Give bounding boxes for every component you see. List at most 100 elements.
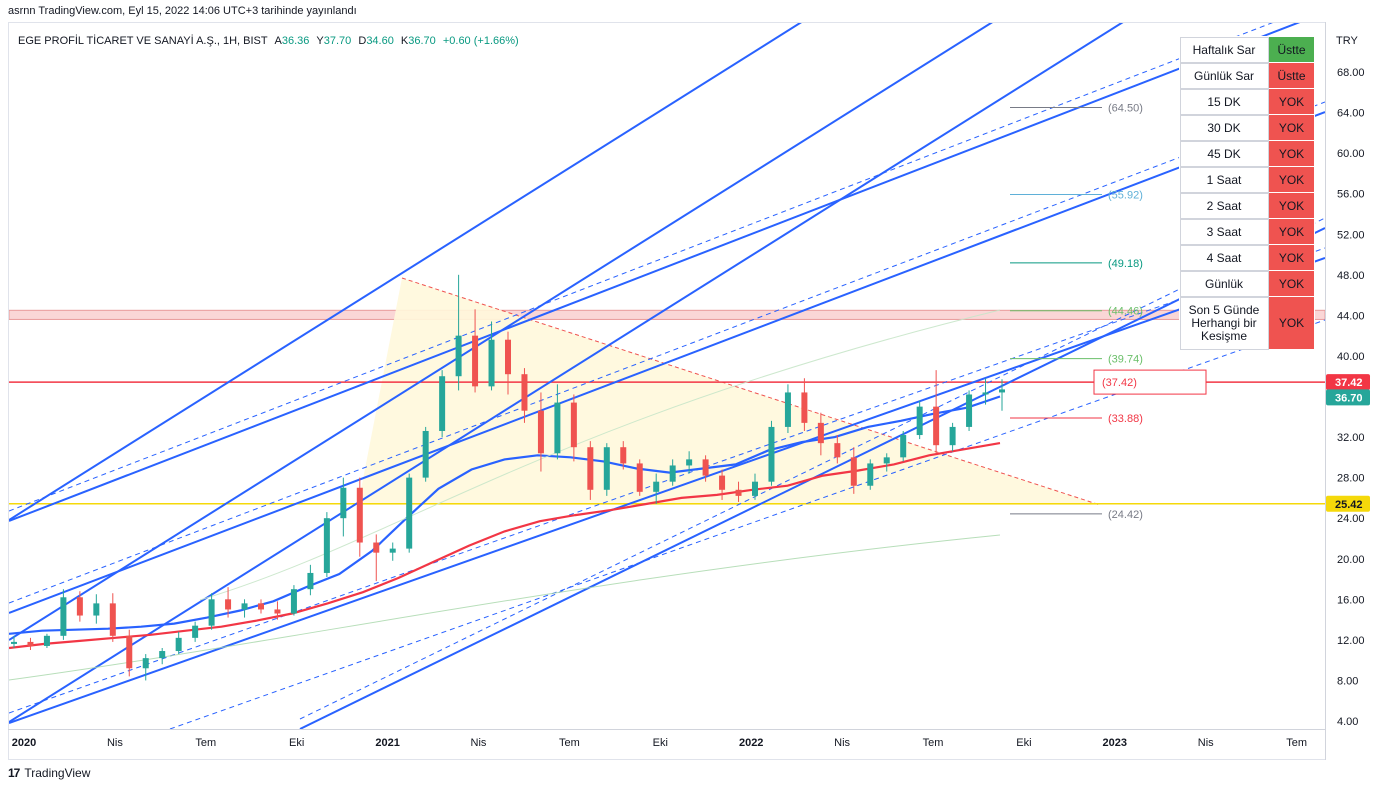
y-tick-label: 60.00 xyxy=(1337,148,1365,160)
channel-dashed-3 xyxy=(299,217,1325,720)
candle-body xyxy=(768,426,775,482)
signal-label: 3 Saat xyxy=(1179,218,1269,245)
resistance-zone xyxy=(9,309,1325,320)
candle-body xyxy=(76,597,83,616)
signal-value: YOK xyxy=(1268,88,1315,115)
channel-line-1 xyxy=(9,23,993,641)
time-axis[interactable] xyxy=(8,729,1326,760)
signal-row: Günlük YOK xyxy=(1179,270,1315,297)
candle-body xyxy=(307,572,314,590)
channel-solid-2 xyxy=(9,257,1325,724)
candle-body xyxy=(109,603,116,636)
candle-body xyxy=(834,443,841,458)
candle-body xyxy=(735,489,742,496)
candle-body xyxy=(142,658,149,669)
level-label-5: (37.42) xyxy=(1102,377,1137,389)
x-tick-label: 2023 xyxy=(1103,737,1127,749)
signal-label: 2 Saat xyxy=(1179,192,1269,219)
signal-value: YOK xyxy=(1268,270,1315,297)
x-tick-label: 2022 xyxy=(739,737,763,749)
price-badge-label: 37.42 xyxy=(1335,377,1363,389)
close-label: K xyxy=(400,35,409,47)
x-tick-label: 2021 xyxy=(375,737,399,749)
x-tick-label: Tem xyxy=(559,737,580,749)
open-value: 36.36 xyxy=(281,35,310,47)
channel-line-2 xyxy=(9,23,1124,723)
signal-value: YOK xyxy=(1268,192,1315,219)
y-tick-label: 64.00 xyxy=(1337,108,1365,120)
candle-body xyxy=(11,641,17,644)
signal-row: 4 Saat YOK xyxy=(1179,244,1315,271)
signal-value: YOK xyxy=(1268,166,1315,193)
y-tick-label: 52.00 xyxy=(1337,229,1365,241)
level-box xyxy=(1093,369,1207,395)
channel-dashed-1 xyxy=(9,101,1325,604)
signal-row: 30 DK YOK xyxy=(1179,114,1315,141)
brand-name: TradingView xyxy=(24,766,91,780)
symbol-header: EGE PROFİL TİCARET VE SANAYİ A.Ş., 1H, B… xyxy=(18,35,519,47)
x-tick-label: Tem xyxy=(195,737,216,749)
candle-body xyxy=(752,481,758,496)
candle-body xyxy=(274,609,281,614)
signal-row: 2 Saat YOK xyxy=(1179,192,1315,219)
moving-average-0 xyxy=(9,395,1001,635)
signal-value: Üstte xyxy=(1268,62,1315,89)
currency-label: TRY xyxy=(1336,35,1358,47)
change-value: +0.60 (+1.66%) xyxy=(442,35,519,47)
candle-body xyxy=(373,542,380,553)
signal-label: Haftalık Sar xyxy=(1179,36,1269,63)
y-tick-label: 8.00 xyxy=(1337,675,1358,687)
signal-value: Üstte xyxy=(1268,36,1315,63)
signal-label: Son 5 Günde Herhangi bir Kesişme xyxy=(1179,296,1269,350)
candle-body xyxy=(340,487,347,519)
candle-body xyxy=(93,603,100,616)
signal-row: 1 Saat YOK xyxy=(1179,166,1315,193)
candle-body xyxy=(323,518,330,573)
candle-body xyxy=(439,376,446,431)
price-axis[interactable] xyxy=(1325,22,1386,760)
y-tick-label: 28.00 xyxy=(1337,473,1365,485)
y-tick-label: 32.00 xyxy=(1337,432,1365,444)
candle-body xyxy=(356,487,363,543)
signal-row: 3 Saat YOK xyxy=(1179,218,1315,245)
signal-value: YOK xyxy=(1268,244,1315,271)
candle-body xyxy=(290,589,297,614)
footer-brand[interactable]: 17 TradingView xyxy=(8,766,90,780)
candle-body xyxy=(570,402,577,448)
high-value: 37.70 xyxy=(323,35,352,47)
candle-body xyxy=(258,603,264,610)
x-tick-label: Nis xyxy=(1198,737,1214,749)
candle-body xyxy=(208,599,215,626)
published-note: asrnn TradingView.com, Eyl 15, 2022 14:0… xyxy=(8,5,357,17)
x-tick-label: Eki xyxy=(289,737,304,749)
candle-body xyxy=(241,603,248,610)
signal-value: YOK xyxy=(1268,114,1315,141)
candle-body xyxy=(801,392,808,423)
candle-body xyxy=(916,406,923,436)
candle-body xyxy=(27,641,34,646)
candle-body xyxy=(472,335,479,387)
low-value: 34.60 xyxy=(366,35,394,47)
candle-body xyxy=(669,465,676,482)
candle-body xyxy=(933,406,940,446)
signal-row: 15 DK YOK xyxy=(1179,88,1315,115)
signal-label: Günlük xyxy=(1179,270,1269,297)
candle-body xyxy=(966,394,973,427)
candle-body xyxy=(900,435,907,458)
candle-body xyxy=(653,481,660,492)
candle-body xyxy=(455,335,462,377)
level-label-4: (39.74) xyxy=(1108,354,1143,366)
low-label: D xyxy=(358,35,367,47)
candle-body xyxy=(620,447,627,464)
candle-body xyxy=(422,430,429,478)
channel-line-0 xyxy=(9,23,802,521)
y-tick-label: 16.00 xyxy=(1337,594,1365,606)
close-value: 36.70 xyxy=(408,35,436,47)
candle-body xyxy=(192,625,199,638)
moving-average-faint-1 xyxy=(199,309,1001,601)
price-badge xyxy=(1326,495,1370,512)
candle-body xyxy=(389,548,396,553)
channel-dashed-0 xyxy=(9,23,1273,512)
x-tick-label: Tem xyxy=(923,737,944,749)
